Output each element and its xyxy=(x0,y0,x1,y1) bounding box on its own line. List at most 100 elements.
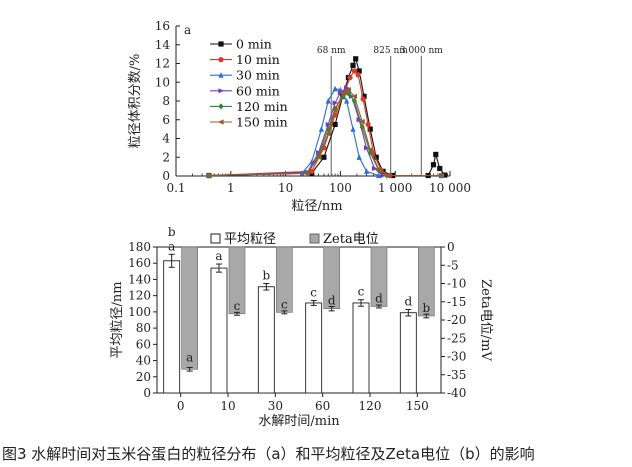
legend-marker xyxy=(218,57,224,63)
size-sig-label: b xyxy=(262,269,270,283)
data-point xyxy=(355,72,361,78)
data-point xyxy=(205,172,212,179)
x-tick-label: 10 xyxy=(278,181,293,195)
zeta-sig-label: c xyxy=(281,297,288,311)
zeta-sig-label: a xyxy=(186,350,193,364)
y-right-tick-label: -40 xyxy=(447,386,466,400)
zeta-sig-label: d xyxy=(375,291,383,305)
data-point xyxy=(315,154,322,160)
zeta-sig-label: d xyxy=(328,294,336,308)
legend-label: 10 min xyxy=(236,52,280,67)
data-point xyxy=(344,85,350,91)
legend-label: 150 min xyxy=(236,115,288,130)
y-tick-label: 10 xyxy=(155,75,170,89)
data-point xyxy=(353,56,359,62)
y-tick-label: 2 xyxy=(162,150,170,164)
x-tick-label: 10 xyxy=(220,399,235,413)
y-tick-label: 100 xyxy=(128,305,151,319)
data-point xyxy=(332,85,338,92)
data-point xyxy=(321,154,327,160)
x-tick-label: 100 xyxy=(329,181,352,195)
data-point xyxy=(332,121,338,128)
y-axis-title: 粒径体积分数/% xyxy=(128,54,143,149)
y-tick-label: 40 xyxy=(136,354,151,368)
size-sig-label: c xyxy=(310,286,317,300)
data-point xyxy=(367,147,373,153)
data-point xyxy=(380,172,387,179)
data-point xyxy=(356,68,362,74)
legend-label: 60 min xyxy=(236,83,280,98)
data-point xyxy=(371,165,378,172)
y-right-tick-label: -35 xyxy=(447,368,466,382)
data-point xyxy=(325,97,331,104)
x-tick-label: 60 xyxy=(315,399,330,413)
y-tick-label: 160 xyxy=(128,256,151,270)
data-point xyxy=(356,154,362,160)
size-bar xyxy=(352,302,370,394)
data-point xyxy=(373,154,379,160)
zeta-sig-label: b xyxy=(422,301,430,315)
y-right-tick-label: 0 xyxy=(447,240,455,254)
legend-label: 30 min xyxy=(236,68,280,83)
y-tick-label: 8 xyxy=(162,94,170,108)
legend-marker xyxy=(218,103,224,110)
size-sig-label: c xyxy=(358,285,365,299)
legend-marker xyxy=(217,119,224,125)
data-point xyxy=(433,151,439,158)
x-tick-label: 10 000 xyxy=(429,181,471,195)
legend-label: 0 min xyxy=(236,37,272,52)
x-tick-label: 150 xyxy=(406,399,429,413)
data-point xyxy=(383,172,390,179)
data-point xyxy=(363,168,370,174)
x-tick-label: 1 xyxy=(227,181,235,195)
data-point xyxy=(376,172,382,179)
y-tick-label: 20 xyxy=(136,370,151,384)
y-tick-label: 14 xyxy=(155,38,171,52)
data-point xyxy=(345,87,352,93)
x-tick-label: 30 xyxy=(268,399,283,413)
size-bar xyxy=(257,286,275,394)
x-axis-title: 粒径/nm xyxy=(291,199,342,214)
size-bar xyxy=(305,302,323,394)
legend-marker xyxy=(218,72,224,78)
data-point xyxy=(359,119,365,125)
panel-label-a: a xyxy=(184,23,191,37)
data-point xyxy=(318,126,324,132)
legend-swatch-size xyxy=(210,233,221,244)
data-point xyxy=(367,149,373,156)
data-point xyxy=(430,162,437,168)
data-point xyxy=(304,170,311,176)
y-tick-label: 180 xyxy=(128,240,151,254)
data-point xyxy=(339,90,346,97)
y-right-tick-label: -20 xyxy=(447,313,466,327)
data-point xyxy=(325,131,331,137)
data-point xyxy=(351,97,357,105)
legend-marker xyxy=(218,88,225,94)
legend-marker xyxy=(218,41,224,47)
legend-label: 120 min xyxy=(236,99,288,114)
y-axis-title: 平均粒径/nm xyxy=(110,281,125,358)
data-point xyxy=(332,105,338,112)
legend-label-size: 平均粒径 xyxy=(224,232,276,247)
y-tick-label: 120 xyxy=(128,289,151,303)
data-point xyxy=(442,172,448,178)
y-right-axis-title: Zeta电位/mV xyxy=(478,279,493,361)
y-tick-label: 0 xyxy=(143,386,151,400)
y-right-tick-label: -5 xyxy=(447,258,459,272)
y-right-tick-label: -10 xyxy=(447,277,466,291)
size-sig-label: d xyxy=(404,294,412,308)
x-tick-label: 1 000 xyxy=(378,181,412,195)
data-point xyxy=(350,126,356,132)
data-point xyxy=(365,121,371,128)
legend-swatch-zeta xyxy=(309,233,320,244)
data-point xyxy=(438,172,445,179)
data-point xyxy=(375,166,382,173)
extra-sig-label: b xyxy=(168,225,176,239)
data-point xyxy=(361,93,367,99)
data-point xyxy=(360,96,366,102)
data-point xyxy=(325,126,331,133)
series-5 xyxy=(205,87,445,179)
size-sig-label: a xyxy=(215,249,222,263)
reference-line-label: 825 nm xyxy=(373,46,408,56)
